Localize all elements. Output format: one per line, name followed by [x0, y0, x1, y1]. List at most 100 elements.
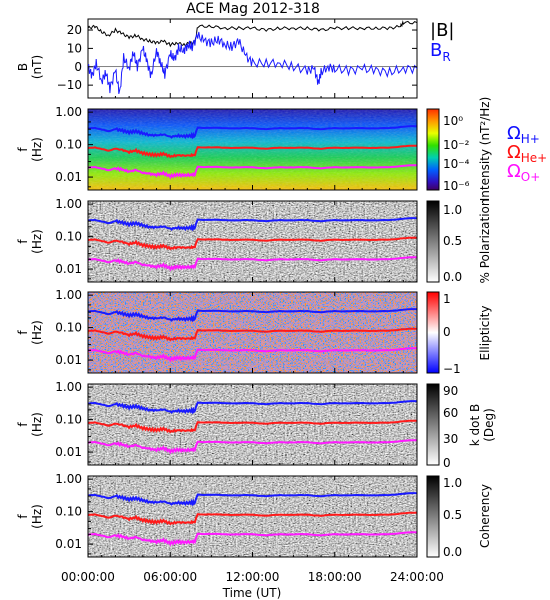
- x-tick-label: 12:00:00: [226, 570, 280, 584]
- intensity-cb-label: Intensity (nT²/Hz): [478, 97, 492, 202]
- gyro-line-o: [88, 164, 417, 180]
- omega-he-label: ΩHe+: [507, 142, 547, 165]
- gyro-line-he: [88, 419, 417, 434]
- intensity-colorbar: [426, 108, 440, 191]
- kdotb-cb-tick-2: 30: [443, 432, 458, 446]
- gyro-line-h: [88, 217, 417, 232]
- omega-he-sub: He+: [521, 151, 547, 165]
- kdotb-texture: [88, 384, 417, 465]
- legend-br-sub: R: [442, 50, 450, 64]
- kdotb-cb-tick-0: 90: [443, 384, 458, 398]
- freq-tick-label: 0.01: [55, 445, 82, 459]
- legend-br: BR: [430, 40, 451, 64]
- ellipticity-cb-label: Ellipticity: [478, 306, 492, 361]
- polarization-cb-tick-2: 0.0: [443, 270, 462, 284]
- gyro-line-o: [88, 347, 417, 363]
- omega-o-main: Ω: [507, 161, 521, 182]
- polarization-gyro-lines: [88, 217, 417, 272]
- kdotb-gyro-lines: [88, 400, 417, 455]
- b-field-ylabel: B: [16, 63, 30, 71]
- x-tick-label: 24:00:00: [390, 570, 444, 584]
- kdotb-cb-tick-3: 0: [443, 456, 451, 470]
- omega-he-main: Ω: [507, 142, 521, 163]
- b-ytick-label: −10: [57, 78, 82, 92]
- freq-tick-label: 0.01: [55, 537, 82, 551]
- omega-h-main: Ω: [507, 123, 521, 144]
- gyro-line-he: [88, 144, 417, 159]
- panel-kdotb: 90 60 30 0 k dot B (Deg): [87, 383, 496, 470]
- freq-tick-label: 0.01: [55, 262, 82, 276]
- gyro-line-o: [88, 256, 417, 272]
- coherency-cb-tick-2: 0.0: [443, 545, 462, 559]
- b-ytick-label: 20: [67, 23, 82, 37]
- polarization-cb-tick-0: 1.0: [443, 203, 462, 217]
- panel-coherency: 1.0 0.5 0.0 Coherency: [87, 475, 492, 559]
- x-tick-label: 06:00:00: [143, 570, 197, 584]
- freq-tick-label: 0.10: [55, 230, 82, 244]
- panel-polarization: 1.0 0.5 0.0 % Polarization: [87, 199, 492, 284]
- figure-title: ACE Mag 2012-318: [186, 1, 320, 17]
- freq-tick-label: 1.00: [55, 380, 82, 394]
- gyro-line-he: [88, 327, 417, 342]
- ellipticity-cb-tick-1: 0: [443, 325, 451, 339]
- freq-tick-label: 0.01: [55, 170, 82, 184]
- ellipticity-colorbar: [426, 291, 440, 374]
- kdotb-colorbar: [426, 383, 440, 466]
- freq-ylabel: f: [16, 514, 30, 519]
- freq-ylabel: f: [16, 330, 30, 335]
- omega-o-sub: O+: [521, 170, 541, 184]
- freq-yunit: (Hz): [30, 137, 44, 162]
- freq-tick-label: 0.01: [55, 353, 82, 367]
- intensity-cb-tick-2: 10⁻⁴: [443, 157, 470, 171]
- legend-btotal: |B|: [430, 20, 454, 41]
- intensity-texture: [88, 109, 417, 190]
- gyro-line-h: [88, 492, 417, 507]
- freq-tick-label: 0.10: [55, 321, 82, 335]
- freq-tick-label: 1.00: [55, 197, 82, 211]
- freq-ylabel: f: [16, 422, 30, 427]
- panel-ellipticity: 1 0 −1 Ellipticity: [87, 291, 492, 376]
- intensity-cb-tick-3: 10⁻⁶: [443, 179, 470, 193]
- gyro-line-o: [88, 531, 417, 547]
- ellipticity-cb-tick-0: 1: [443, 292, 451, 306]
- polarization-cb-tick-1: 0.5: [443, 234, 462, 248]
- coherency-cb-tick-0: 1.0: [443, 476, 462, 490]
- b-field-yunit: (nT): [30, 55, 44, 79]
- freq-tick-label: 1.00: [55, 472, 82, 486]
- legend-br-main: B: [430, 40, 442, 61]
- b-field-lines: [88, 20, 417, 95]
- intensity-gyro-lines: [88, 125, 417, 180]
- gyro-line-he: [88, 236, 417, 251]
- freq-yunit: (Hz): [30, 320, 44, 345]
- ellipticity-gyro-lines: [88, 308, 417, 363]
- gyro-line-o: [88, 439, 417, 455]
- frequency-axes: 1.000.100.01f (Hz)1.000.100.01f (Hz)1.000.…: [16, 105, 93, 555]
- freq-yunit: (Hz): [30, 504, 44, 529]
- kdotb-cb-tick-1: 60: [443, 406, 458, 420]
- omega-h-label: ΩH+: [507, 123, 540, 146]
- freq-ylabel: f: [16, 147, 30, 152]
- polarization-colorbar: [426, 200, 440, 283]
- b-ytick-label: 0: [74, 60, 82, 74]
- freq-tick-label: 0.10: [55, 413, 82, 427]
- panel-intensity: 10⁰ 10⁻² 10⁻⁴ 10⁻⁶ Intensity (nT²/Hz) ΩH…: [87, 97, 547, 202]
- x-axis: 00:00:00 06:00:00 12:00:00 18:00:00 24:00:00: [61, 19, 444, 584]
- coherency-colorbar: [426, 475, 440, 558]
- omega-legend: ΩH+ ΩHe+ ΩO+: [507, 123, 547, 184]
- freq-tick-label: 0.10: [55, 505, 82, 519]
- freq-tick-label: 0.10: [55, 138, 82, 152]
- freq-yunit: (Hz): [30, 412, 44, 437]
- ellipticity-texture: [88, 292, 417, 373]
- x-axis-label: Time (UT): [222, 586, 282, 600]
- intensity-cb-tick-1: 10⁻²: [443, 138, 470, 152]
- polarization-cb-label: % Polarization: [478, 199, 492, 284]
- freq-yunit: (Hz): [30, 229, 44, 254]
- kdotb-cb-label-1: k dot B: [468, 404, 482, 446]
- kdotb-cb-label-2: (Deg): [482, 408, 496, 442]
- gyro-line-h: [88, 308, 417, 323]
- gyro-line-h: [88, 125, 417, 140]
- b-field-yticks: 20 10 0 −10: [57, 23, 417, 92]
